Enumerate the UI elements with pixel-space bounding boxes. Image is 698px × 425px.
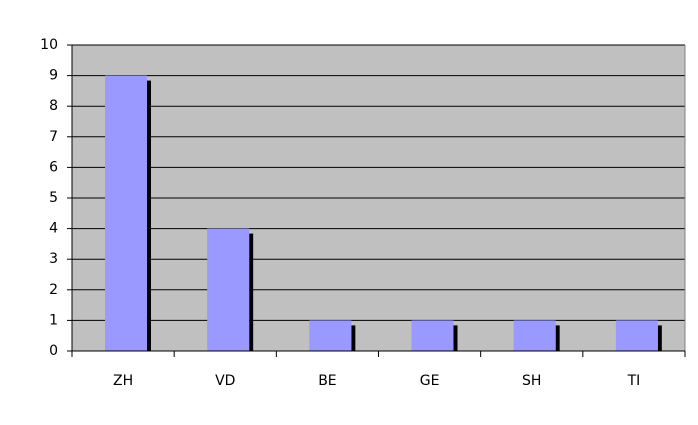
bar-shadow bbox=[147, 80, 151, 351]
x-tick-label: BE bbox=[318, 373, 336, 389]
y-tick-label: 1 bbox=[49, 312, 58, 328]
y-tick-label: 2 bbox=[49, 282, 58, 298]
y-tick-label: 6 bbox=[49, 159, 58, 175]
bar bbox=[309, 320, 352, 351]
y-tick-label: 10 bbox=[40, 37, 58, 53]
bar-shadow bbox=[351, 325, 356, 351]
x-tick-label: ZH bbox=[113, 373, 133, 389]
y-tick-label: 3 bbox=[49, 251, 58, 267]
x-tick-label: TI bbox=[627, 373, 641, 389]
x-tick-label: GE bbox=[420, 373, 440, 389]
bar-shadow bbox=[657, 325, 662, 351]
bar bbox=[615, 320, 658, 351]
bar bbox=[411, 320, 454, 351]
y-tick-label: 7 bbox=[49, 129, 58, 145]
bar bbox=[207, 228, 250, 351]
bar-shadow bbox=[249, 233, 254, 351]
y-tick-label: 0 bbox=[49, 343, 58, 359]
y-tick-label: 4 bbox=[49, 221, 58, 237]
bar bbox=[513, 320, 556, 351]
y-tick-label: 5 bbox=[49, 190, 58, 206]
x-tick-label: SH bbox=[522, 373, 541, 389]
bar bbox=[105, 75, 147, 351]
bar-shadow bbox=[453, 325, 458, 351]
y-tick-label: 8 bbox=[49, 98, 58, 114]
y-tick-label: 9 bbox=[49, 68, 58, 84]
bar-shadow bbox=[555, 325, 560, 351]
x-tick-label: VD bbox=[215, 373, 235, 389]
